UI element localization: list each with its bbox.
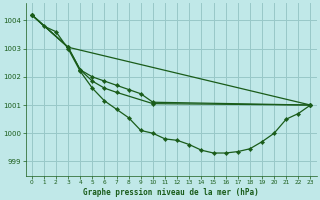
X-axis label: Graphe pression niveau de la mer (hPa): Graphe pression niveau de la mer (hPa) [83, 188, 259, 197]
